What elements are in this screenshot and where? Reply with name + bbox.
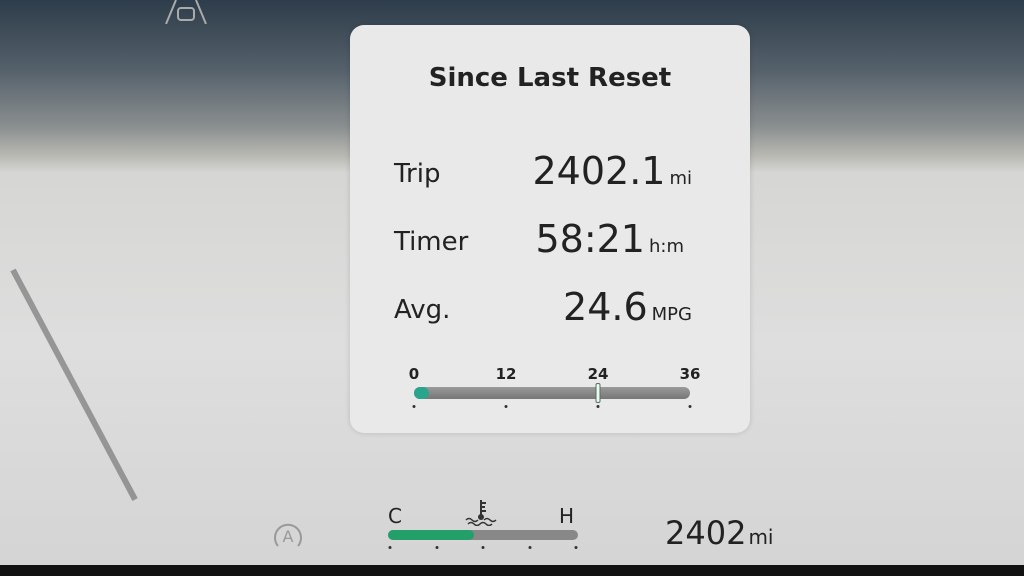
scale-tick: 24: [587, 365, 609, 383]
hot-label: H: [558, 504, 574, 528]
scale-dot: [596, 405, 600, 408]
coolant-dot: [388, 546, 392, 549]
scale-tick: 36: [679, 365, 701, 383]
lane-assist-car-icon: [165, 0, 207, 24]
auto-hold-icon: A: [274, 523, 302, 547]
scale-dot: [412, 405, 416, 408]
avg-label: Avg.: [394, 295, 451, 325]
timer-value-wrap: 58:21 h:m: [535, 217, 684, 261]
coolant-temp-gauge: C H: [388, 498, 578, 558]
card-title: Since Last Reset: [428, 63, 672, 93]
coolant-dot: [435, 546, 438, 549]
avg-unit: MPG: [651, 304, 692, 325]
scale-tick: 12: [495, 365, 517, 383]
timer-value: 58:21: [535, 217, 645, 261]
mpg-fill: [414, 387, 430, 399]
avg-value: 24.6: [563, 285, 648, 329]
coolant-dot: [481, 546, 485, 549]
coolant-fill: [388, 530, 474, 540]
coolant-temperature-icon: [465, 500, 497, 526]
scale-tick: 0: [408, 365, 420, 383]
cold-label: C: [388, 504, 402, 528]
odometer: 2402 mi: [665, 514, 773, 552]
avg-value-wrap: 24.6 MPG: [563, 285, 692, 329]
trip-unit: mi: [669, 168, 692, 189]
mpg-track: [414, 383, 690, 403]
trip-row: Trip 2402.1 mi: [394, 145, 692, 195]
avg-row: Avg. 24.6 MPG: [394, 281, 692, 331]
avg-mpg-marker: [595, 383, 601, 403]
coolant-dot: [574, 546, 578, 549]
odometer-value: 2402: [665, 514, 747, 552]
screen-bezel: [0, 565, 1024, 576]
trip-label: Trip: [394, 159, 441, 189]
trip-info-card: Since Last Reset Trip 2402.1 mi Timer 58:…: [350, 25, 750, 433]
trip-value-wrap: 2402.1 mi: [532, 149, 692, 193]
road-lane-line: [10, 268, 138, 501]
timer-row: Timer 58:21 h:m: [394, 213, 684, 263]
coolant-track: [388, 530, 578, 540]
odometer-unit: mi: [748, 525, 774, 549]
scale-dot: [688, 405, 692, 408]
timer-unit: h:m: [648, 236, 684, 257]
trip-value: 2402.1: [532, 149, 666, 193]
coolant-dot: [528, 546, 531, 549]
scale-dot: [504, 405, 508, 408]
svg-text:A: A: [283, 527, 294, 546]
timer-label: Timer: [394, 227, 469, 257]
